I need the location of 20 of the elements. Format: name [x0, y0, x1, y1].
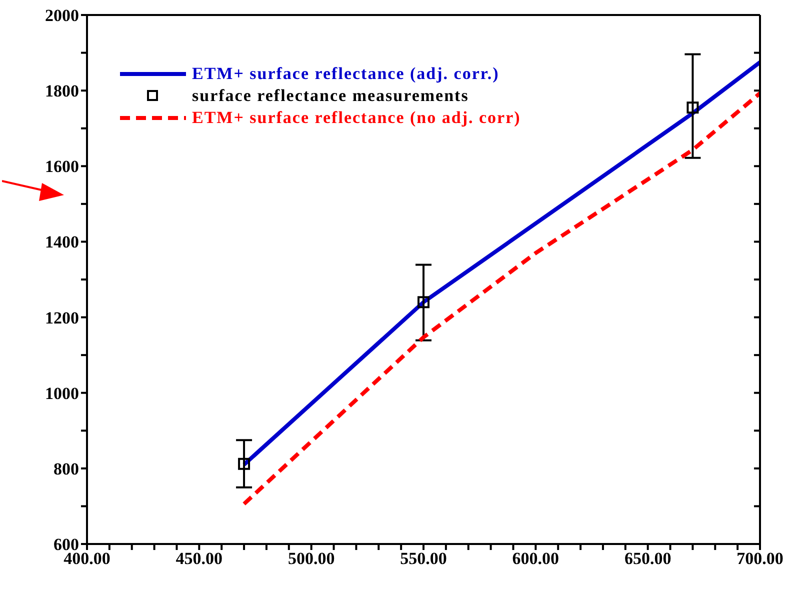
y-tick-label: 1200 [45, 308, 79, 328]
legend-label: surface reflectance measurements [192, 86, 469, 106]
y-tick-label: 1400 [45, 232, 79, 252]
point [686, 102, 699, 114]
y-tick-label: 800 [54, 459, 79, 478]
x-tick-label: 700.00 [736, 549, 784, 568]
x-tick-label: 450.00 [176, 549, 223, 568]
x-tick-label: 550.00 [400, 549, 447, 568]
point [418, 296, 430, 308]
y-tick-label: 2000 [45, 6, 79, 26]
x-tick-label: 400.00 [64, 549, 110, 568]
x-tick-label: 500.00 [288, 549, 335, 568]
legend-label: ETM+ surface reflectance (adj. corr.) [192, 64, 500, 84]
y-tick-label: 1600 [45, 157, 79, 176]
y-tick-label: 1000 [45, 384, 79, 403]
point [238, 458, 250, 470]
x-tick-label: 600.00 [512, 549, 560, 568]
y-tick-label: 1800 [45, 82, 79, 101]
legend-label: ETM+ surface reflectance (no adj. corr) [192, 108, 521, 128]
x-tick-label: 650.00 [624, 549, 672, 568]
